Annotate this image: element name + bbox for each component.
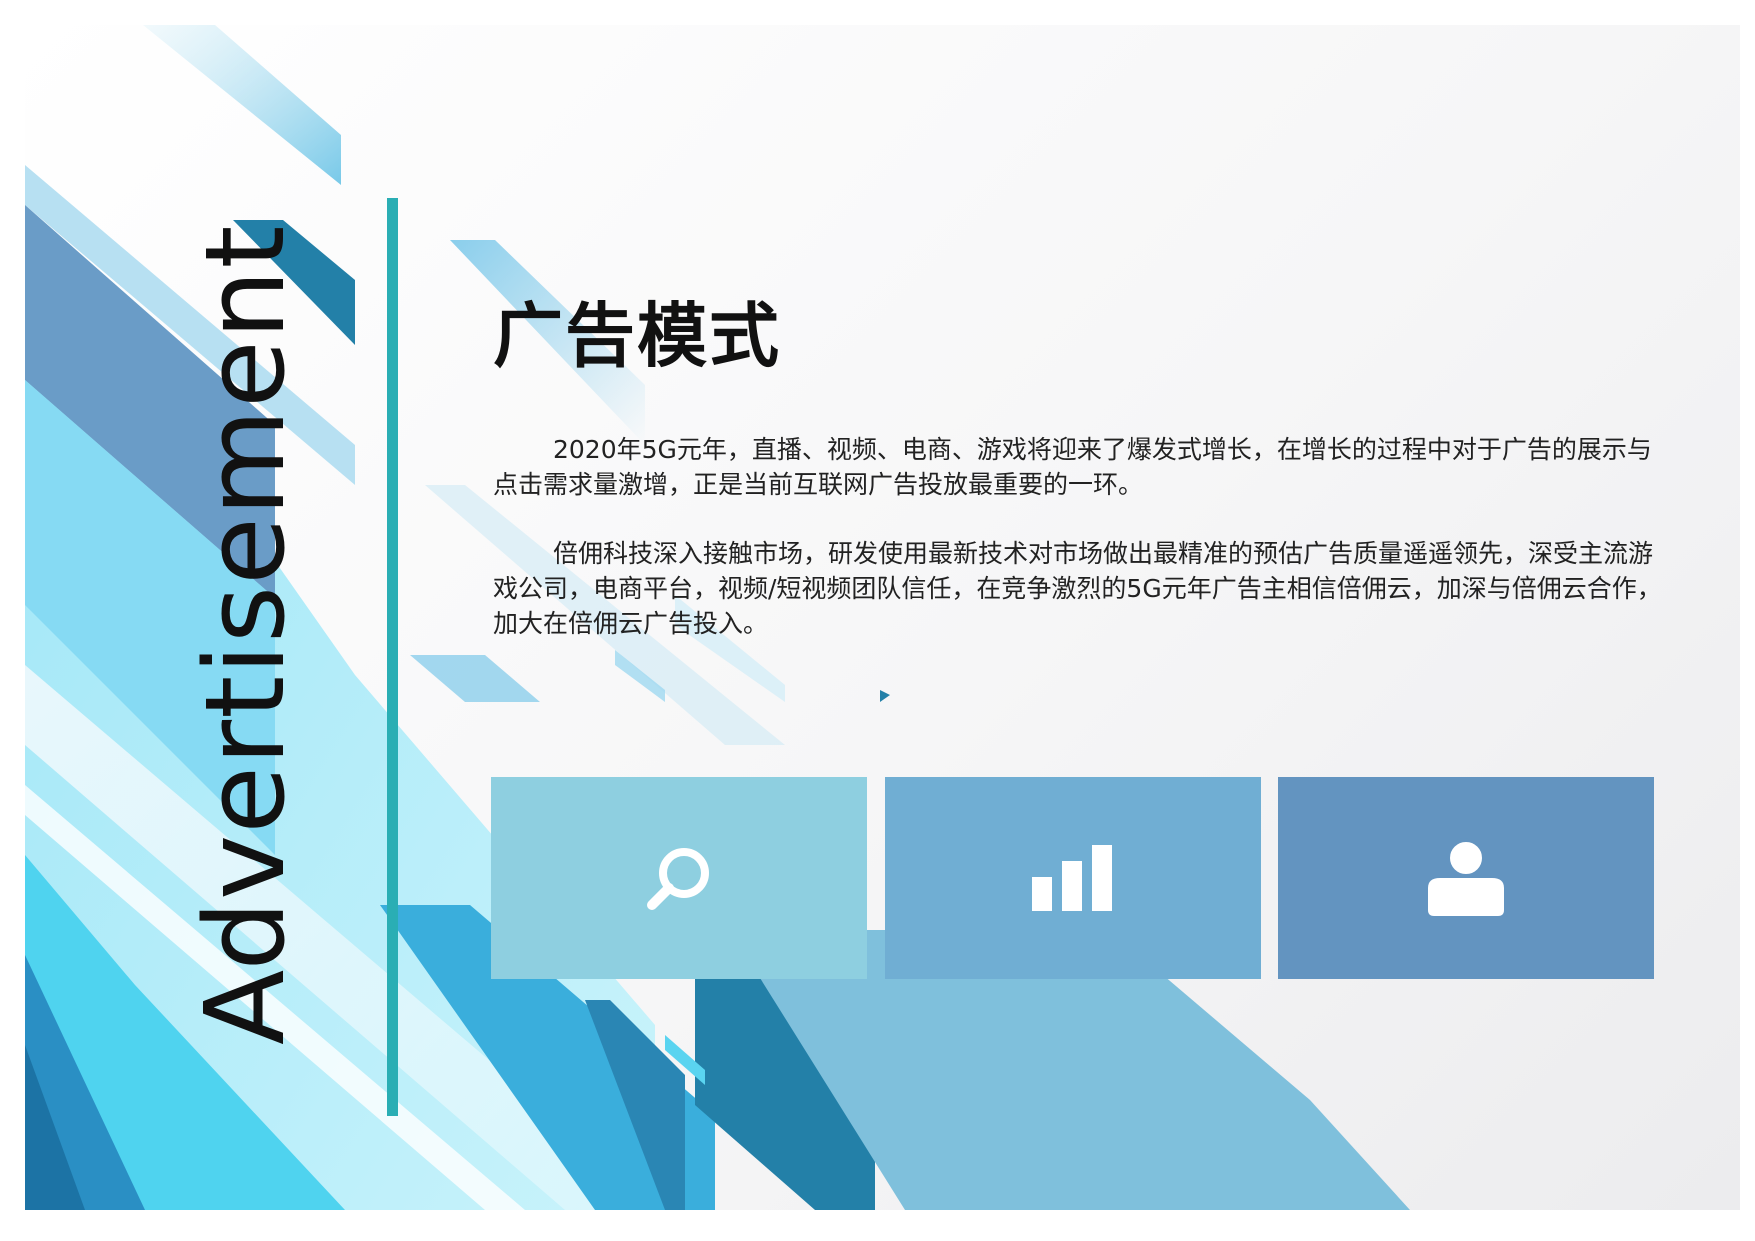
- body-paragraph-2: 倍佣科技深入接触市场，研发使用最新技术对市场做出最精准的预估广告质量遥遥领先，深…: [493, 539, 1662, 638]
- shape-tile-streak-1: [410, 655, 540, 702]
- ad-page: Advertisement 广告模式 2020年5G元年，直播、视频、电商、游戏…: [25, 25, 1740, 1210]
- shape-bottom-dark-wedge: [695, 920, 875, 1210]
- shape-white-streak-2: [25, 785, 525, 1210]
- shape-title-streak: [450, 240, 645, 445]
- shape-bottom-left-deep: [25, 1045, 85, 1210]
- shape-tile-streak-2: [615, 650, 665, 702]
- shape-left-pale-stripe: [25, 165, 355, 485]
- shape-bottom-left-cyan: [25, 855, 345, 1210]
- shape-paragraph-streak: [425, 485, 785, 745]
- shape-bottom-wide-band: [730, 930, 1410, 1210]
- shape-bottom-dark-stripe: [585, 1000, 685, 1210]
- shape-tile-streak-3: [675, 595, 785, 702]
- shape-top-streak: [143, 25, 341, 185]
- shape-bottom-small-cyan: [665, 1035, 705, 1085]
- shape-left-steel-band: [25, 205, 275, 598]
- bar-chart-icon: [1032, 845, 1112, 911]
- accent-divider-bar: [387, 198, 398, 1116]
- user-tile[interactable]: [1278, 777, 1654, 979]
- body-paragraph-1: 2020年5G元年，直播、视频、电商、游戏将迎来了爆发式增长，在增长的过程中对于…: [493, 435, 1652, 499]
- shape-dark-stripe-top: [233, 220, 355, 345]
- shape-tile-notch: [880, 690, 890, 702]
- statistics-tile[interactable]: [885, 777, 1261, 979]
- shape-bottom-blue-stripe: [380, 905, 715, 1210]
- search-tile[interactable]: [491, 777, 867, 979]
- search-icon: [647, 848, 709, 910]
- page-title: 广告模式: [493, 295, 781, 377]
- shape-left-mid-block: [25, 380, 275, 855]
- user-icon: [1428, 838, 1504, 916]
- side-label-text: Advertisement: [181, 224, 309, 1046]
